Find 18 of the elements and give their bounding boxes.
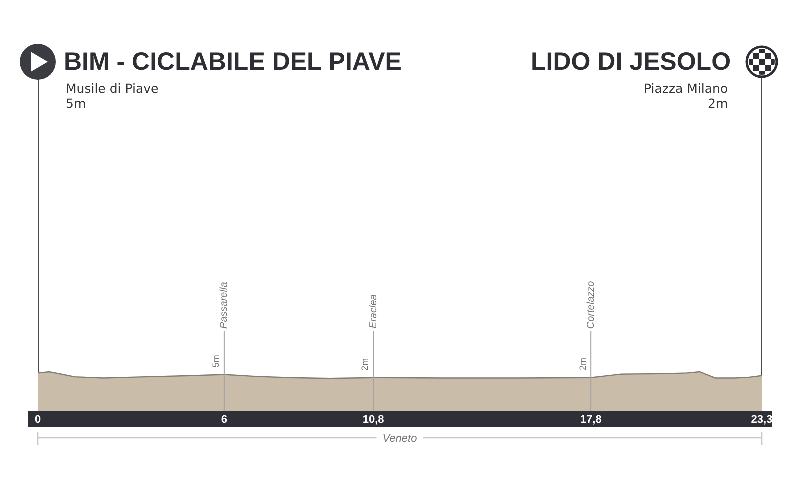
ref-line-label: Cortelazzo (586, 280, 598, 330)
annotation: Musile di Piave (66, 81, 160, 96)
x-tick-label: 17,8 (580, 414, 602, 426)
ref-line-label: BIM - CICLABILE DEL PIAVE (64, 48, 402, 76)
x-tick-label: 0 (34, 414, 42, 426)
ref-line-label: LIDO DI JESOLO (531, 48, 732, 76)
annotation: 5m (211, 355, 222, 368)
ref-line-label: Passarella (218, 282, 230, 329)
x-tick-label: 23,3 (751, 414, 773, 426)
annotation: 5m (66, 96, 86, 111)
annotation: Piazza Milano (644, 81, 728, 96)
x-tick-label: 6 (221, 414, 228, 426)
x-tick-label: 10,8 (362, 414, 384, 426)
annotation: 2m (360, 358, 370, 371)
annotation: 2m (578, 358, 588, 370)
annotation: 2m (708, 96, 728, 111)
text: Veneto (382, 433, 418, 445)
ref-line-label: Eraclea (368, 294, 380, 329)
